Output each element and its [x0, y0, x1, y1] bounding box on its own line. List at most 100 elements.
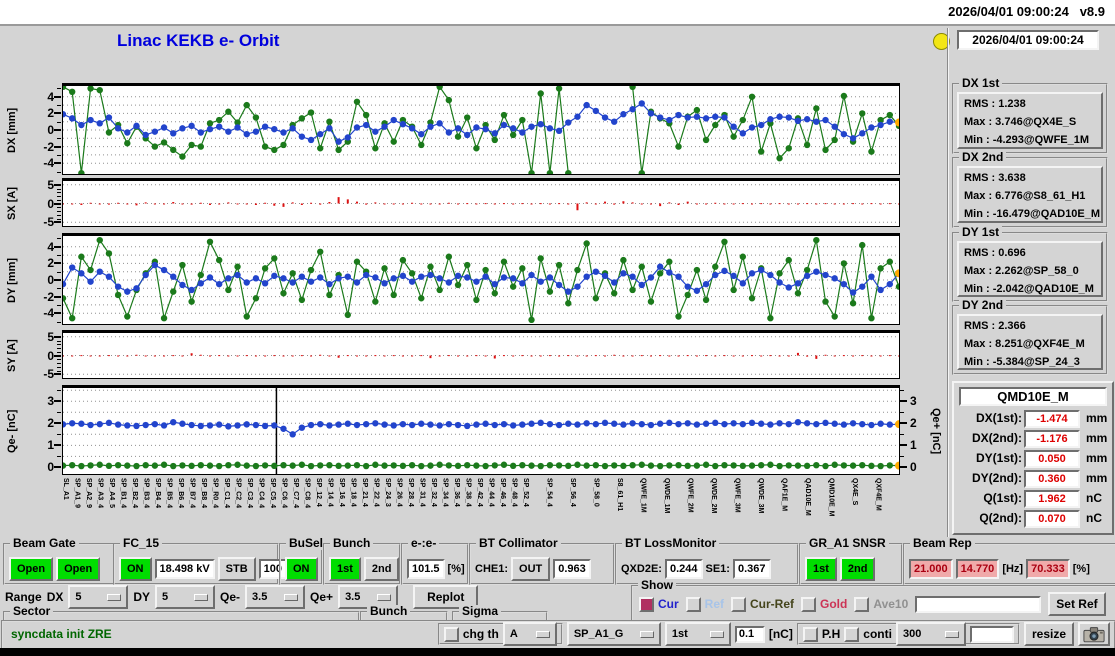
dy-minor-tick [57, 304, 61, 306]
gr_a1_snsr-button[interactable]: 2nd [839, 557, 876, 581]
stats-line: Max : 8.251@QXF4E_M [964, 338, 1085, 350]
conti-checkbox[interactable] [844, 626, 860, 642]
group-content-bunch: 1st 2nd [329, 556, 400, 582]
monitor-row-value: 0.360 [1024, 470, 1080, 488]
bpm-x-label: SP_12_4 [315, 478, 322, 507]
beam_gate-button[interactable]: Open [9, 557, 54, 581]
bpm-select-dropdown-value: SP_A1_G [573, 628, 624, 640]
bpm-x-label: SP_B3_4 [142, 478, 150, 508]
conti[interactable]: conti [844, 626, 892, 642]
qe-tick-label: 1 [47, 438, 54, 453]
range-dy-label: DY [133, 590, 151, 604]
sy-steering-series [63, 352, 899, 359]
stats-group-title: DY 1st [959, 226, 1003, 239]
bpm-x-label: SP_46_4 [499, 478, 506, 507]
points-dropdown[interactable]: 300 [895, 622, 966, 646]
qe-right-tick-mark [900, 466, 907, 469]
range-dropdown[interactable]: 5 [68, 585, 129, 609]
show-cur[interactable]: Cur [639, 596, 679, 612]
set-ref-button[interactable]: Set Ref [1048, 592, 1106, 616]
ph-checkbox[interactable] [802, 626, 818, 642]
sx-steering-series [63, 197, 899, 211]
screenshot-button[interactable] [1078, 622, 1110, 646]
status-bar-controls: chg th A SP_A1_G 1st [nC] P.H conti 300 resize [437, 622, 1110, 646]
ph[interactable]: P.H [802, 626, 841, 642]
show-ave10-checkbox[interactable] [854, 596, 870, 612]
dy-1st-bunch-series [63, 261, 899, 296]
show-cur-ref-label: Cur-Ref [750, 597, 795, 611]
range-dropdown[interactable]: 3.5 [245, 585, 306, 609]
extra-input[interactable] [969, 625, 1014, 643]
bunch-button[interactable]: 2nd [363, 557, 400, 581]
bunch-select-dropdown[interactable]: 1st [664, 622, 731, 646]
ref-file-input[interactable] [915, 595, 1042, 613]
bpm-select-dropdown[interactable]: SP_A1_G [566, 622, 661, 646]
fc15-button[interactable]: ON [119, 557, 152, 581]
show-ref[interactable]: Ref [685, 596, 724, 612]
bpm-x-label: SP_C7_4 [292, 478, 299, 508]
beam_rep-label: [Hz] [1002, 563, 1024, 575]
beam_gate-button[interactable]: Open [56, 557, 101, 581]
qe-right-tick-mark [900, 444, 907, 447]
show-gold[interactable]: Gold [801, 596, 847, 612]
show-cur-ref-checkbox[interactable] [731, 596, 747, 612]
monitor-row-label: DX(2nd): [972, 431, 1022, 445]
ph-label: P.H [821, 627, 841, 641]
bpm-x-label: SP_36_4 [453, 478, 460, 507]
bpm-x-label: QWDE_3M [757, 478, 764, 514]
bottom-strip [0, 648, 1115, 656]
group-title-bt_collimator: BT Collimator [476, 537, 561, 550]
sx-tick-mark [54, 183, 61, 186]
sy-minor-tick [57, 344, 61, 346]
status-bar: syncdata init ZRE chg thASP_A1_G1st[nC]P… [1, 620, 1115, 650]
group-busel: BuSel ON [279, 537, 327, 585]
bt_collimator-button[interactable]: OUT [511, 557, 551, 581]
dx-tick-mark [54, 162, 61, 165]
gr_a1_snsr-button[interactable]: 1st [805, 557, 837, 581]
acquisition-panel: P.H conti 300 [796, 622, 1020, 646]
busel-button[interactable]: ON [285, 557, 318, 581]
sy-minor-tick [57, 340, 61, 342]
stats-group-title: DY 2nd [959, 299, 1007, 312]
threshold-target-value: A [509, 628, 518, 640]
qe-right-axis-label: Qe+ [nC] [930, 407, 942, 455]
show-cur-ref[interactable]: Cur-Ref [731, 596, 795, 612]
show-ave10[interactable]: Ave10 [854, 596, 909, 612]
bpm-x-label: SP_26_4 [395, 478, 403, 507]
monitor-row-unit: mm [1086, 471, 1108, 485]
threshold-input[interactable] [734, 625, 765, 643]
qe-right-minor-tick [900, 434, 904, 436]
threshold-target-dropdown[interactable]: A [502, 622, 557, 646]
sx-minor-tick [57, 211, 61, 212]
dx-tick-label: -4 [43, 156, 54, 171]
monitor-row-label: DY(1st): [975, 451, 1022, 465]
bpm-x-label: SP_A1_9 [73, 478, 81, 508]
monitor-row-label: Q(1st): [983, 491, 1022, 505]
show-ave10-label: Ave10 [873, 597, 909, 611]
sy-minor-tick [57, 359, 61, 361]
chg-th[interactable]: chg th [443, 626, 499, 642]
show-gold-checkbox[interactable] [801, 596, 817, 612]
monitor-row-value: -1.474 [1024, 410, 1080, 428]
qe-right-tick-label: 0 [910, 460, 917, 475]
chg-th-checkbox[interactable] [443, 626, 459, 642]
bpm-x-label: QWFE_3M [733, 478, 741, 513]
range-dropdown[interactable]: 5 [155, 585, 216, 609]
bunch-select-dropdown-value: 1st [671, 628, 688, 640]
dx-axis-label: DX [mm] [6, 107, 18, 153]
bunch-button[interactable]: 1st [329, 557, 361, 581]
qe-right-minor-tick [900, 412, 904, 414]
stats-line: Max : 3.746@QX4E_S [964, 116, 1077, 128]
fc15-button[interactable]: STB [217, 557, 256, 581]
show-ref-checkbox[interactable] [685, 596, 701, 612]
qe-tick-label: 0 [47, 460, 54, 475]
dy-tick-mark [54, 295, 61, 298]
qe-right-tick-mark [900, 400, 907, 403]
main-panel: Linac KEKB e- Orbit 2026/04/01 09:00:24 … [0, 26, 1115, 650]
stats-group-title: DX 2nd [959, 151, 1007, 164]
resize-button[interactable]: resize [1023, 622, 1074, 646]
show-cur-checkbox[interactable] [639, 596, 654, 612]
chg-th-panel: chg th A [437, 622, 563, 646]
dropdown-indicator [535, 630, 550, 638]
bt_lossmonitor-label: QXD2E: [621, 563, 662, 575]
